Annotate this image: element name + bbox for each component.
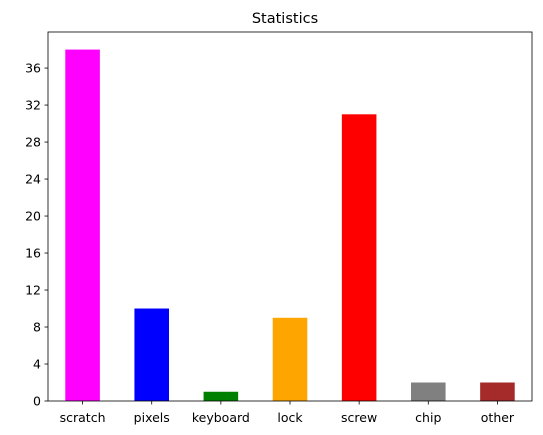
bars-group [65,49,515,401]
plot-frame [47,31,533,402]
x-tick-label: chip [415,410,441,425]
bar-screw [341,114,377,401]
y-tick-label: 32 [25,98,41,113]
x-axis: scratch pixels keyboard lock screw chip other [60,401,515,425]
bar-other [480,382,515,401]
x-tick-label: scratch [60,410,106,425]
y-tick-label: 20 [25,209,41,224]
y-tick-label: 12 [25,283,41,298]
x-tick-label: other [481,410,515,425]
y-tick-label: 0 [33,394,41,409]
x-tick-label: lock [277,410,303,425]
bar-scratch [65,49,100,401]
x-tick-label: keyboard [192,410,250,425]
y-axis: 0 4 8 12 16 20 24 28 32 36 [25,61,48,409]
bar-chip [411,382,446,401]
x-tick-label: screw [341,410,377,425]
chart-title: Statistics [252,11,318,27]
y-tick-label: 24 [25,172,41,187]
y-tick-label: 4 [33,357,41,372]
bar-pixels [134,308,169,401]
bar-lock [272,317,308,401]
y-tick-label: 16 [25,246,41,261]
bar-keyboard [203,391,239,401]
y-tick-label: 8 [33,320,41,335]
y-tick-label: 36 [25,61,41,76]
x-tick-label: pixels [134,410,170,425]
y-tick-label: 28 [25,135,41,150]
